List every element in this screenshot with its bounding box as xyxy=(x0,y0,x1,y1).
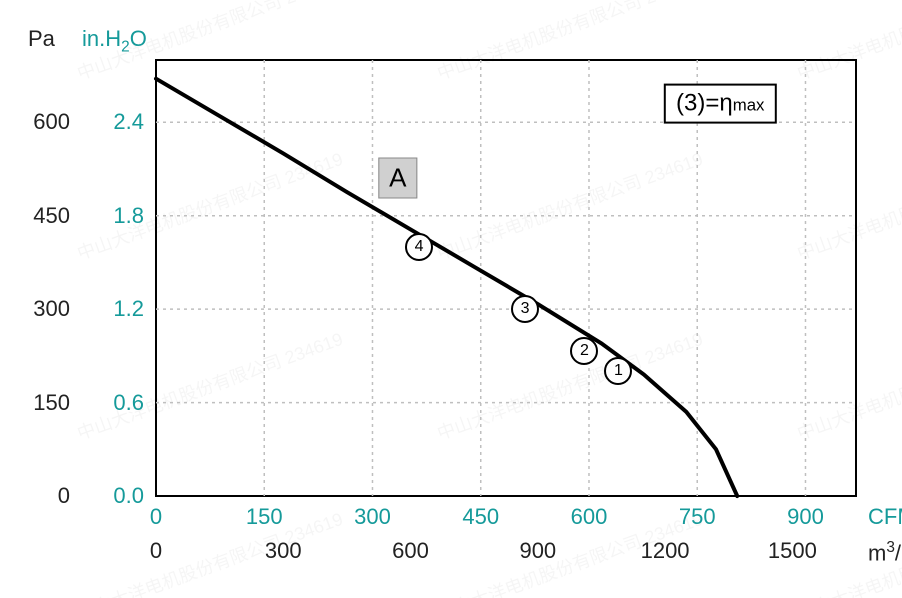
grid xyxy=(156,60,856,496)
svg-text:中山大洋电机股份有限公司 234619: 中山大洋电机股份有限公司 234619 xyxy=(795,329,902,444)
y-inh2o-tick: 1.8 xyxy=(94,205,144,227)
x-cfm-tick: 900 xyxy=(787,506,824,528)
y-inh2o-label: in.H2O xyxy=(82,28,147,55)
svg-text:中山大洋电机股份有限公司 234619: 中山大洋电机股份有限公司 234619 xyxy=(435,149,706,264)
y-inh2o-tick: 0.6 xyxy=(94,392,144,414)
y-pa-tick: 300 xyxy=(10,298,70,320)
y-pa-label: Pa xyxy=(28,28,55,50)
y-inh2o-tick: 1.2 xyxy=(94,298,144,320)
y-inh2o-tick: 2.4 xyxy=(94,111,144,133)
svg-text:中山大洋电机股份有限公司 234619: 中山大洋电机股份有限公司 234619 xyxy=(435,0,706,84)
y-pa-tick: 0 xyxy=(10,485,70,507)
x-m3h-tick: 1200 xyxy=(641,540,690,562)
legend-eta-max: (3)=ηmax xyxy=(664,83,776,124)
x-m3h-tick: 1500 xyxy=(768,540,817,562)
x-cfm-tick: 450 xyxy=(462,506,499,528)
x-cfm-tick: 0 xyxy=(150,506,162,528)
region-label-a: A xyxy=(378,158,417,199)
svg-text:中山大洋电机股份有限公司 234619: 中山大洋电机股份有限公司 234619 xyxy=(435,329,706,444)
x-cfm-tick: 300 xyxy=(354,506,391,528)
x-m3h-tick: 900 xyxy=(519,540,556,562)
x-m3h-tick: 300 xyxy=(265,540,302,562)
svg-text:中山大洋电机股份有限公司 234619: 中山大洋电机股份有限公司 234619 xyxy=(75,329,346,444)
x-cfm-tick: 750 xyxy=(679,506,716,528)
svg-text:中山大洋电机股份有限公司 234619: 中山大洋电机股份有限公司 234619 xyxy=(795,0,902,84)
y-inh2o-tick: 0.0 xyxy=(94,485,144,507)
x-cfm-tick: 150 xyxy=(246,506,283,528)
x-m3h-label: m3/h xyxy=(868,540,902,564)
y-pa-tick: 600 xyxy=(10,111,70,133)
x-cfm-label: CFM xyxy=(868,506,902,528)
x-cfm-tick: 600 xyxy=(571,506,608,528)
svg-text:中山大洋电机股份有限公司 234619: 中山大洋电机股份有限公司 234619 xyxy=(75,509,346,598)
operating-point-4: 4 xyxy=(405,233,433,261)
y-pa-tick: 150 xyxy=(10,392,70,414)
operating-point-2: 2 xyxy=(570,337,598,365)
svg-text:中山大洋电机股份有限公司 234619: 中山大洋电机股份有限公司 234619 xyxy=(795,149,902,264)
x-m3h-tick: 600 xyxy=(392,540,429,562)
y-pa-tick: 450 xyxy=(10,205,70,227)
x-m3h-tick: 0 xyxy=(150,540,162,562)
fan-curve-chart: 中山大洋电机股份有限公司 234619 中山大洋电机股份有限公司 234619 中山… xyxy=(0,0,902,598)
operating-point-1: 1 xyxy=(604,357,632,385)
operating-point-3: 3 xyxy=(511,295,539,323)
